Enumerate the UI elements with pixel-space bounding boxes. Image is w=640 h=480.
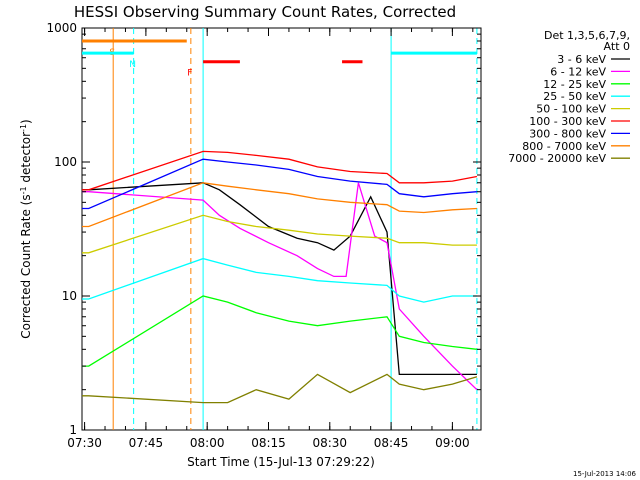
legend-label-2: 12 - 25 keV xyxy=(543,78,606,91)
x-tick-label-2: 08:00 xyxy=(190,436,225,450)
series-line-3 xyxy=(82,257,477,303)
series-line-7 xyxy=(82,182,477,228)
x-tick-label-1: 07:45 xyxy=(129,436,164,450)
plot-frame xyxy=(81,27,482,431)
status-flags: SNF xyxy=(82,39,240,79)
legend-label-4: 50 - 100 keV xyxy=(536,103,606,116)
chart-title: HESSI Observing Summary Count Rates, Cor… xyxy=(74,3,456,21)
x-tick-label-5: 08:45 xyxy=(374,436,409,450)
y-tick-label-3: 1000 xyxy=(46,21,77,35)
x-tick-label-3: 08:15 xyxy=(251,436,286,450)
x-tick-label-6: 09:00 xyxy=(435,436,470,450)
y-axis-label-exp1: -1 xyxy=(19,186,28,194)
series-line-5 xyxy=(82,150,478,191)
x-tick-label-0: 07:30 xyxy=(67,436,102,450)
y-axis-label-end: ) xyxy=(19,119,33,124)
vertical-marker-lines xyxy=(112,28,478,430)
y-tick-label-2: 100 xyxy=(54,155,77,169)
y-axis-label-exp2: -1 xyxy=(19,124,28,132)
timestamp: 15-Jul-2013 14:06 xyxy=(573,470,637,478)
series-lines xyxy=(82,150,478,404)
legend-header-line-2: Att 0 xyxy=(604,40,630,53)
y-axis-label-main: Corrected Count Rate (s xyxy=(19,194,33,338)
legend-label-5: 100 - 300 keV xyxy=(529,115,606,128)
y-tick-label-0: 1 xyxy=(69,423,77,437)
x-tick-label-4: 08:30 xyxy=(312,436,347,450)
series-line-8 xyxy=(82,373,478,404)
legend-label-1: 6 - 12 keV xyxy=(550,65,606,78)
legend-label-0: 3 - 6 keV xyxy=(557,53,606,66)
flag-label-2: F xyxy=(187,69,192,79)
series-line-6 xyxy=(82,158,477,210)
flag-label-1: N xyxy=(129,60,136,70)
series-line-0 xyxy=(82,182,477,376)
series-line-1 xyxy=(82,182,478,391)
status-segments xyxy=(113,39,477,64)
x-axis-label: Start Time (15-Jul-13 07:29:22) xyxy=(187,455,375,469)
axis-ticks: 07:30 07:45 08:00 08:15 08:30 08:45 09:00 1 10 10… xyxy=(46,21,481,450)
series-line-2 xyxy=(82,295,477,367)
series-line-4 xyxy=(82,214,477,254)
y-tick-label-1: 10 xyxy=(62,289,77,303)
y-axis-label-mid: detector xyxy=(19,132,33,187)
legend-header-line-1: Det 1,3,5,6,7,9, xyxy=(544,29,630,42)
legend-label-6: 300 - 800 keV xyxy=(529,127,606,140)
legend-label-3: 25 - 50 keV xyxy=(543,90,606,103)
y-axis-label: Corrected Count Rate (s-1 detector-1) xyxy=(19,119,34,338)
legend-label-8: 7000 - 20000 keV xyxy=(508,152,606,165)
legend-label-7: 800 - 7000 keV xyxy=(522,140,606,153)
